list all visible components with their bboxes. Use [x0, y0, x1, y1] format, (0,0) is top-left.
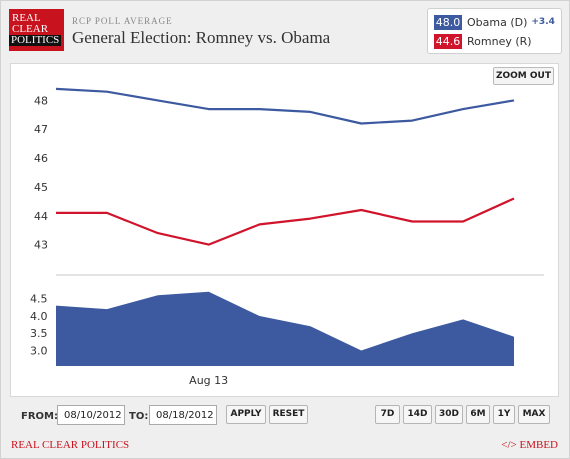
- range-14d-button[interactable]: 14D: [403, 405, 432, 424]
- spread-y-tick-label: 4.0: [30, 310, 48, 323]
- romney-series-line: [56, 197, 515, 246]
- apply-button[interactable]: APPLY: [226, 405, 266, 424]
- obama-series-line: [55, 87, 515, 125]
- logo-line-2: CLEAR: [12, 23, 49, 35]
- to-date-input[interactable]: [149, 405, 217, 425]
- from-date-input[interactable]: [57, 405, 125, 425]
- legend-obama[interactable]: 48.0 Obama (D) +3.4: [434, 14, 555, 30]
- spread-area-chart: 3.0 3.5 4.0 4.5 Aug 13: [30, 291, 514, 387]
- y-tick-label: 45: [34, 181, 48, 194]
- footer: REAL CLEAR POLITICS </> EMBED: [0, 433, 570, 459]
- legend: 48.0 Obama (D) +3.4 44.6 Romney (R): [427, 8, 562, 54]
- spread-y-tick-label: 3.0: [30, 344, 48, 357]
- logo-line-3: POLITICS: [9, 34, 62, 46]
- rcp-logo[interactable]: REAL CLEAR POLITICS: [9, 9, 64, 51]
- range-7d-button[interactable]: 7D: [375, 405, 400, 424]
- legend-romney[interactable]: 44.6 Romney (R): [434, 33, 532, 49]
- romney-value-badge: 44.6: [434, 33, 462, 49]
- range-1y-button[interactable]: 1Y: [493, 405, 515, 424]
- obama-value-badge: 48.0: [434, 14, 462, 30]
- spread-y-tick-label: 3.5: [30, 327, 48, 340]
- pre-title: RCP POLL AVERAGE: [72, 16, 173, 26]
- obama-label: Obama (D): [467, 15, 528, 29]
- spread-y-tick-label: 4.5: [30, 293, 48, 306]
- spread-value: +3.4: [531, 17, 555, 27]
- y-tick-label: 47: [34, 123, 48, 136]
- logo-line-1: REAL: [12, 12, 41, 24]
- range-30d-button[interactable]: 30D: [435, 405, 463, 424]
- from-label: FROM:: [21, 411, 58, 422]
- y-tick-label: 48: [34, 94, 48, 107]
- to-label: TO:: [129, 411, 149, 422]
- x-tick-label: Aug 13: [189, 374, 228, 387]
- chart-title: General Election: Romney vs. Obama: [72, 28, 331, 47]
- y-tick-label: 44: [34, 210, 48, 223]
- embed-link[interactable]: </> EMBED: [501, 439, 558, 451]
- spread-area: [56, 291, 514, 366]
- romney-label: Romney (R): [467, 34, 532, 48]
- y-tick-label: 46: [34, 152, 48, 165]
- date-controls: FROM: TO: APPLY RESET 7D 14D 30D 6M 1Y M…: [10, 397, 559, 433]
- reset-button[interactable]: RESET: [269, 405, 308, 424]
- header: REAL CLEAR POLITICS RCP POLL AVERAGE Gen…: [0, 0, 570, 64]
- zoom-out-button[interactable]: ZOOM OUT: [493, 67, 554, 85]
- footer-brand-link[interactable]: REAL CLEAR POLITICS: [11, 439, 130, 451]
- range-max-button[interactable]: MAX: [518, 405, 550, 424]
- range-6m-button[interactable]: 6M: [466, 405, 490, 424]
- y-tick-label: 43: [34, 239, 48, 252]
- poll-lines-chart: 43 44 45 46 47 48: [34, 87, 544, 276]
